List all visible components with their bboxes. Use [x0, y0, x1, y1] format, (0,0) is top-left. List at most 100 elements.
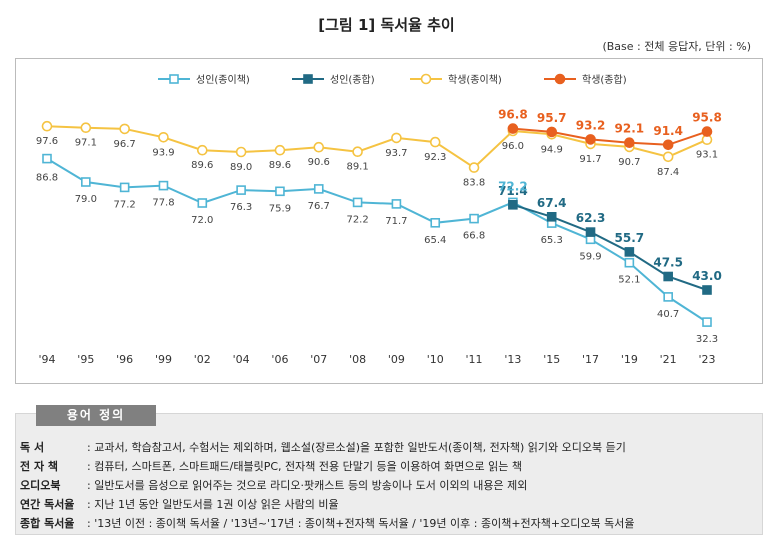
data-label: 76.3	[230, 202, 252, 213]
data-label: 47.5	[653, 256, 683, 270]
series-3-line	[512, 127, 708, 146]
data-label: 93.1	[696, 150, 718, 161]
glossary-heading: 용어 정의	[36, 405, 156, 426]
data-label: 62.3	[576, 211, 606, 225]
legend-label: 학생(종합)	[582, 74, 627, 86]
series-1-point	[624, 247, 635, 257]
legend-marker	[554, 73, 566, 85]
series-0-point	[42, 153, 52, 164]
series-2-point	[391, 132, 402, 144]
x-tick-label: '15	[543, 353, 560, 366]
series-2-point	[313, 141, 325, 153]
series-0-point	[391, 199, 402, 209]
series-2-point	[352, 146, 363, 157]
glossary-item: 독 서 : 교과서, 학습참고서, 수험서는 제외하며, 웹소설(장르소설)을 포…	[20, 438, 760, 457]
x-tick-label: '09	[388, 353, 405, 366]
legend-marker	[303, 74, 313, 84]
data-label: 55.7	[615, 231, 645, 245]
data-label: 93.7	[385, 148, 407, 159]
series-3-point	[546, 126, 558, 138]
data-label: 79.0	[75, 194, 97, 205]
data-label: 65.3	[541, 235, 563, 246]
legend-marker	[169, 74, 179, 84]
data-label: 96.0	[502, 141, 524, 152]
series-0-point	[119, 182, 130, 193]
series-2-point	[429, 136, 441, 148]
base-note: (Base : 전체 응답자, 단위 : %)	[602, 40, 751, 53]
data-label: 66.8	[463, 231, 485, 242]
glossary-desc: : 컴퓨터, 스마트폰, 스마트패드/태블릿PC, 전자책 전용 단말기 등을 …	[87, 460, 522, 473]
data-label: 89.0	[230, 162, 252, 173]
data-label: 67.4	[537, 196, 567, 210]
series-1-point	[546, 212, 557, 222]
glossary-desc: : 일반도서를 음성으로 읽어주는 것으로 라디오·팟캐스트 등의 방송이나 도…	[87, 479, 528, 492]
series-3-point	[662, 139, 674, 151]
x-tick-label: '21	[660, 353, 677, 366]
series-3-point	[701, 126, 713, 137]
glossary-term: 종합 독서율	[20, 517, 75, 530]
glossary-desc: : 교과서, 학습참고서, 수험서는 제외하며, 웹소설(장르소설)을 포함한 …	[87, 441, 626, 454]
data-label: 87.4	[657, 167, 679, 178]
data-label: 76.7	[308, 201, 330, 212]
series-0-point	[430, 218, 441, 228]
x-tick-label: '08	[349, 353, 366, 366]
series-0-point	[352, 197, 363, 208]
series-1-point	[508, 200, 518, 210]
data-label: 91.7	[579, 154, 601, 165]
series-0-point	[624, 257, 635, 268]
x-tick-label: '99	[155, 353, 172, 366]
data-label: 92.3	[424, 152, 446, 163]
glossary-list: 독 서 : 교과서, 학습참고서, 수험서는 제외하며, 웹소설(장르소설)을 포…	[20, 438, 760, 533]
data-label: 52.1	[618, 275, 640, 286]
series-2-point	[80, 122, 92, 133]
glossary-item: 오디오북 : 일반도서를 음성으로 읽어주는 것으로 라디오·팟캐스트 등의 방송…	[20, 476, 760, 495]
data-label: 89.6	[269, 160, 291, 171]
series-0-point	[197, 198, 208, 208]
data-label: 90.6	[308, 157, 330, 168]
series-3-point	[585, 134, 596, 145]
data-label: 93.2	[576, 118, 606, 132]
series-2-point	[274, 144, 286, 156]
series-0-point	[81, 177, 91, 187]
series-3-point	[624, 137, 635, 148]
series-2-point	[235, 146, 247, 158]
data-label: 72.0	[191, 215, 213, 226]
data-label: 89.6	[191, 160, 213, 171]
data-label: 77.2	[114, 199, 136, 210]
glossary-item: 연간 독서율: 지난 1년 동안 일반도서를 1권 이상 읽은 사람의 비율	[20, 495, 760, 514]
x-tick-label: '95	[77, 353, 94, 366]
series-2-point	[662, 151, 674, 163]
series-0-point	[313, 184, 324, 194]
series-0-point	[158, 180, 169, 191]
series-2-point	[158, 132, 169, 143]
data-label: 71.4	[498, 184, 528, 198]
series-0-point	[236, 185, 246, 195]
data-label: 59.9	[579, 251, 601, 262]
glossary-term: 오디오북	[20, 479, 61, 492]
x-tick-label: '11	[466, 353, 483, 366]
data-label: 97.6	[36, 136, 58, 147]
series-0-point	[469, 213, 479, 224]
series-2-point	[41, 120, 53, 132]
data-label: 90.7	[618, 157, 640, 168]
data-label: 97.1	[75, 138, 97, 149]
data-label: 89.1	[346, 162, 368, 173]
glossary-item: 전 자 책: 컴퓨터, 스마트폰, 스마트패드/태블릿PC, 전자책 전용 단말…	[20, 457, 760, 476]
data-label: 83.8	[463, 178, 485, 189]
data-label: 65.4	[424, 235, 446, 246]
glossary-box	[15, 413, 763, 535]
data-label: 94.9	[541, 144, 563, 155]
x-tick-label: '17	[582, 353, 599, 366]
data-label: 86.8	[36, 173, 58, 184]
legend-marker	[420, 73, 432, 85]
data-label: 96.8	[498, 108, 528, 122]
series-0-line	[46, 157, 708, 323]
data-label: 71.7	[385, 216, 407, 227]
glossary-term: 연간 독서율	[20, 498, 75, 511]
data-label: 95.8	[692, 111, 722, 125]
series-0-point	[275, 186, 285, 197]
data-label: 77.8	[152, 198, 174, 209]
glossary-term: 독 서	[20, 441, 45, 454]
data-label: 91.4	[653, 124, 683, 138]
line-chart: '94 '95 '96 '99 '02 '04 '06 '07 '08 '09 '10 '11 '13 '…	[36, 73, 722, 366]
